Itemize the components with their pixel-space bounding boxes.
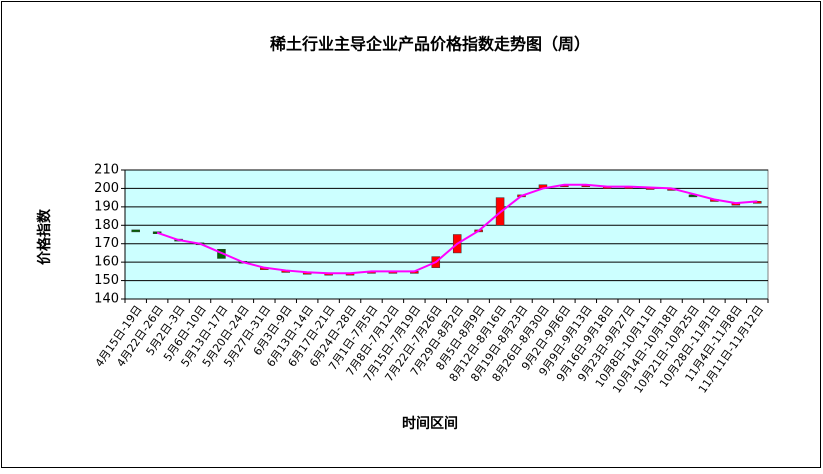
y-tick-label: 170	[94, 236, 119, 251]
y-tick-label: 210	[94, 163, 119, 178]
y-tick-label: 190	[94, 199, 119, 214]
candle-body	[131, 229, 140, 233]
plot-area	[124, 169, 769, 300]
y-tick-label: 150	[94, 273, 119, 288]
y-tick-label: 200	[94, 181, 119, 196]
chart-title: 稀土行业主导企业产品价格指数走势图（周）	[270, 35, 590, 54]
y-axis-label: 价格指数	[36, 208, 53, 265]
y-tick-label: 140	[94, 292, 119, 307]
x-axis-label: 时间区间	[402, 415, 458, 432]
y-tick-label: 180	[94, 218, 119, 233]
y-tick-label: 160	[94, 255, 119, 270]
index-line	[156, 183, 758, 275]
